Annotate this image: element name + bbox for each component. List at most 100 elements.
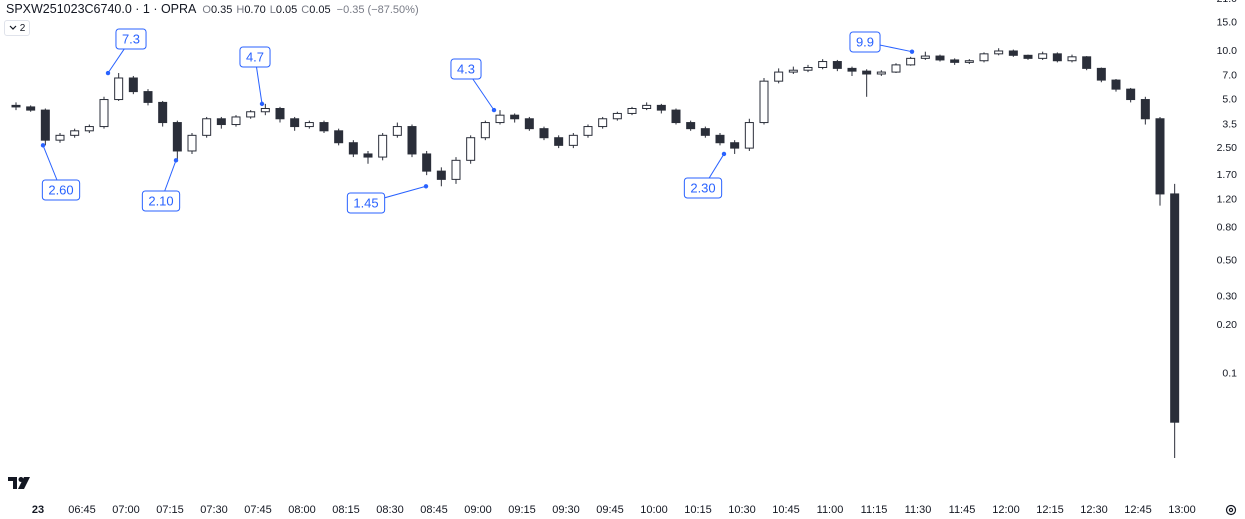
candle-body	[231, 116, 241, 126]
x-tick-label: 08:15	[332, 504, 360, 516]
candle-body	[598, 118, 608, 128]
candle-body	[422, 153, 432, 172]
candle-body	[1038, 53, 1048, 59]
candle-body	[554, 137, 564, 146]
legend-header: SPXW251023C6740.0 · 1 · OPRA O0.35 H0.70 L…	[6, 2, 419, 16]
candle-body	[524, 118, 534, 130]
candle-body	[1111, 79, 1121, 90]
x-tick-label: 08:45	[420, 504, 448, 516]
candle-body	[290, 118, 300, 128]
candle-body	[818, 61, 828, 68]
callout-point	[173, 158, 179, 163]
x-tick-label: 07:15	[156, 504, 184, 516]
x-tick-label: 09:00	[464, 504, 492, 516]
candle-body	[480, 122, 490, 139]
y-tick-label: 5.0	[1222, 93, 1237, 105]
candle-body	[451, 159, 461, 180]
candle-body	[583, 126, 593, 136]
callout-point	[105, 70, 111, 76]
candle-body	[744, 122, 754, 149]
ohlc-value: 0.05	[309, 4, 331, 16]
candle-body	[304, 122, 314, 128]
callout-point	[909, 49, 915, 54]
callout-box	[849, 31, 881, 53]
y-tick-label: 21.0	[1217, 0, 1238, 5]
y-tick-label: 3.5	[1222, 118, 1237, 130]
symbol-title: SPXW251023C6740.0 · 1 · OPRA	[6, 2, 197, 16]
price-callout: 7.3	[105, 28, 147, 76]
candle-body	[730, 142, 740, 149]
callout-label: 9.9	[856, 34, 874, 49]
callout-box	[239, 46, 271, 68]
candle-body	[612, 112, 622, 120]
callout-label: 2.60	[48, 182, 73, 197]
callout-box	[450, 58, 482, 80]
candle-body	[436, 170, 446, 180]
y-tick-label: 1.70	[1217, 169, 1238, 181]
x-tick-label: 12:00	[992, 504, 1020, 516]
x-tick-label: 10:30	[728, 504, 756, 516]
ohlc-item: H0.70	[236, 2, 265, 16]
callout-label: 2.30	[690, 180, 715, 195]
candle-body	[334, 130, 344, 144]
callout-label: 2.10	[148, 193, 173, 208]
candle-body	[187, 134, 197, 152]
callout-box	[115, 28, 147, 50]
x-tick-label: 09:45	[596, 504, 624, 516]
callout-box	[346, 192, 386, 214]
x-tick-label: 08:00	[288, 504, 316, 516]
x-tick-label: 10:00	[640, 504, 668, 516]
candle-body	[202, 118, 212, 136]
candle-body	[1023, 54, 1033, 59]
x-tick-label: 12:30	[1080, 504, 1108, 516]
x-tick-label: 09:15	[508, 504, 536, 516]
candle-body	[788, 69, 798, 73]
candle-body	[627, 107, 637, 114]
candle-body	[466, 137, 476, 161]
candle-body	[700, 128, 710, 136]
candle-body	[935, 55, 945, 61]
x-tick-label: 10:15	[684, 504, 712, 516]
ohlc-value: 0.70	[244, 4, 266, 16]
price-callout: 4.3	[450, 58, 497, 113]
candle-body	[260, 107, 270, 113]
candle-body	[1155, 118, 1165, 195]
callout-box	[141, 190, 181, 212]
ohlc-key: C	[301, 4, 310, 16]
indicator-toggle[interactable]: 2	[4, 20, 30, 36]
callout-label: 1.45	[353, 195, 378, 210]
candle-body	[759, 80, 769, 124]
x-tick-label: 11:00	[817, 504, 844, 516]
price-callout: 2.60	[40, 143, 81, 201]
ohlc-item: O0.35	[202, 2, 232, 16]
ohlc-key: H	[236, 4, 245, 16]
candle-body	[510, 114, 520, 120]
x-tick-label: 09:30	[552, 504, 580, 516]
settings-icon[interactable]	[1225, 504, 1237, 516]
candle-body	[671, 109, 681, 124]
candle-body	[568, 134, 578, 146]
candle-body	[128, 77, 138, 93]
x-tick-label: 11:45	[949, 504, 976, 516]
ohlc-item: C0.05	[301, 2, 330, 16]
candle-body	[876, 71, 886, 75]
candles	[11, 48, 1180, 458]
candle-body	[143, 91, 153, 103]
callout-point	[40, 143, 46, 148]
candle-body	[84, 126, 94, 132]
tradingview-logo	[8, 477, 30, 489]
callout-label: 7.3	[122, 31, 140, 46]
callout-point	[423, 184, 429, 189]
x-tick-label: 13:00	[1168, 504, 1196, 516]
y-tick-label: 0.50	[1217, 255, 1238, 267]
candle-body	[803, 66, 813, 71]
price-callout: 2.10	[141, 158, 181, 212]
price-callout: 9.9	[849, 31, 915, 54]
callout-point	[721, 151, 727, 157]
candle-body	[847, 67, 857, 72]
y-tick-label: 0.20	[1217, 319, 1238, 331]
candle-body	[70, 130, 80, 136]
change: −0.35 (−87.50%)	[336, 4, 419, 16]
candle-body	[656, 104, 666, 111]
candle-body	[158, 101, 168, 124]
